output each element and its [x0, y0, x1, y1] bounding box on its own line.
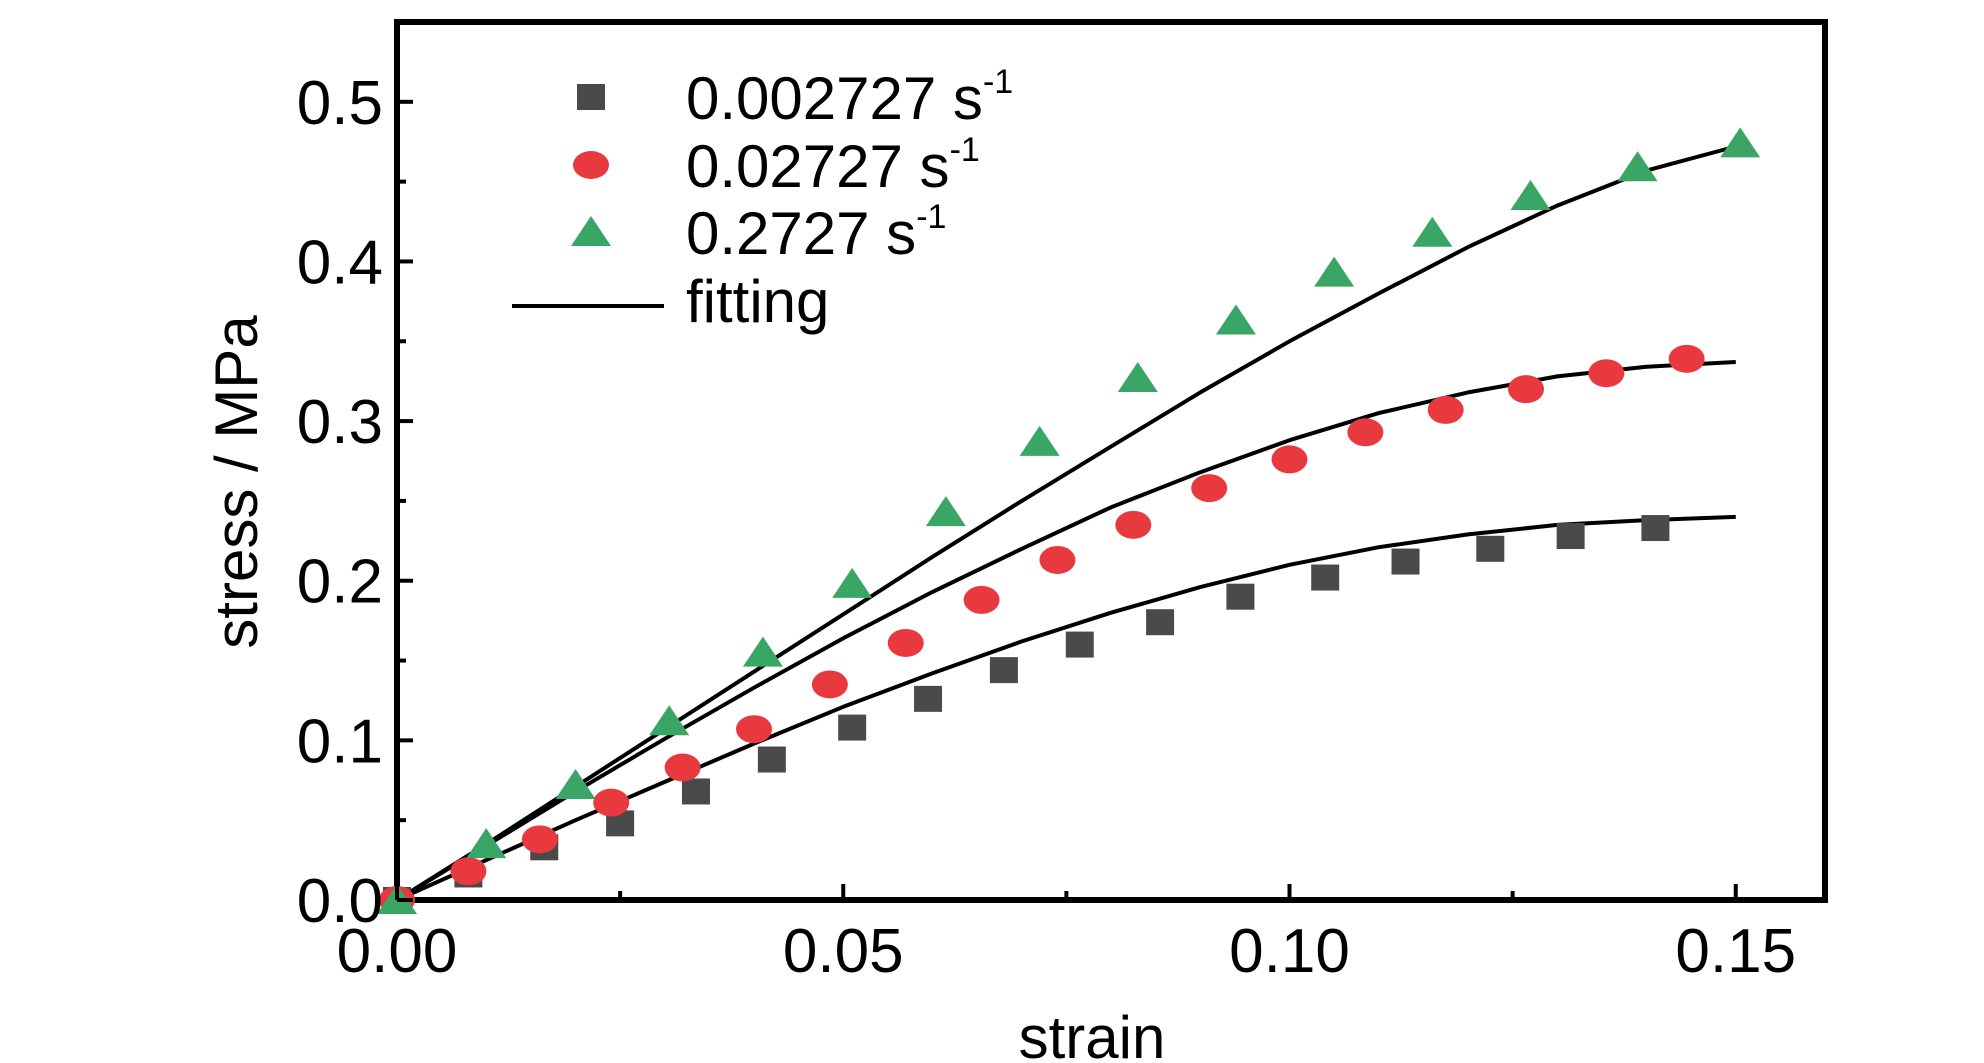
ellipse-data-point — [521, 825, 558, 854]
y-axis-title: stress / MPa — [203, 315, 270, 649]
legend-label: 0.02727 s-1 — [686, 131, 980, 200]
triangle-data-point — [649, 705, 690, 736]
fitting-curve — [396, 514, 1736, 902]
triangle-data-point — [1215, 304, 1256, 335]
square-data-point — [989, 657, 1018, 684]
triangle-data-point — [466, 828, 507, 859]
triangle-data-point — [742, 636, 783, 667]
plot-frame — [394, 19, 1828, 903]
ellipse-data-point — [1191, 474, 1228, 503]
ellipse-data-point — [1427, 395, 1464, 424]
ellipse-data-point — [1508, 375, 1545, 404]
x-tick-label: 0.10 — [1229, 917, 1350, 986]
legend-label-superscript: -1 — [916, 198, 946, 236]
x-tick-label: 0.00 — [337, 917, 458, 986]
ellipse-data-point — [1115, 510, 1152, 539]
square-data-point — [838, 714, 867, 741]
triangle-data-point — [1720, 127, 1761, 158]
triangle-data-point — [1019, 425, 1060, 456]
ellipse-data-point — [450, 857, 487, 886]
triangle-data-point — [1117, 361, 1158, 392]
ellipse-data-point — [664, 753, 701, 782]
ellipse-data-point — [1588, 359, 1625, 388]
square-data-point — [1641, 515, 1670, 542]
ellipse-data-point — [811, 670, 848, 699]
square-data-point — [1311, 564, 1340, 591]
ellipse-data-point — [1347, 418, 1384, 447]
ellipse-data-point — [736, 715, 772, 744]
square-data-point — [1065, 631, 1094, 658]
square-data-point — [914, 685, 943, 712]
ellipse-data-point — [1668, 344, 1705, 373]
triangle-data-point — [1510, 180, 1551, 211]
triangle-data-point — [832, 567, 873, 598]
y-tick-label: 0.3 — [297, 388, 383, 457]
axes: 0.00 0.05 0.10 0.15 0.0 0.1 0.2 0.3 0.4 0.5 — [297, 69, 1796, 986]
x-tick-label: 0.05 — [783, 917, 904, 986]
legend-label: fitting — [686, 268, 829, 335]
triangle-data-point — [925, 496, 966, 527]
ellipse-data-point — [963, 585, 1000, 614]
square-data-point — [1391, 548, 1420, 575]
legend-label-superscript: -1 — [950, 131, 980, 169]
x-axis-title: strain — [1019, 1004, 1166, 1063]
data-markers — [377, 127, 1761, 914]
y-tick-label: 0.0 — [297, 867, 383, 936]
square-data-point — [681, 778, 710, 805]
square-data-point — [757, 746, 786, 773]
legend-ellipse-swatch — [573, 151, 609, 179]
fitting-curve — [395, 144, 1737, 902]
ellipse-data-point — [1271, 445, 1308, 474]
triangle-data-point — [1617, 151, 1658, 182]
square-data-point — [1226, 583, 1255, 610]
square-data-point — [1146, 609, 1175, 636]
legend-label-superscript: -1 — [983, 63, 1013, 101]
x-tick-label: 0.15 — [1675, 917, 1796, 986]
fitting-curves — [395, 144, 1737, 902]
y-tick-label: 0.4 — [297, 228, 383, 297]
ellipse-data-point — [1039, 545, 1076, 574]
y-tick-label: 0.5 — [297, 69, 383, 138]
fitting-curve — [395, 360, 1736, 902]
triangle-data-point — [1412, 216, 1453, 247]
legend-label: 0.002727 s-1 — [686, 63, 1013, 132]
ellipse-data-point — [887, 628, 924, 657]
legend-square-swatch — [577, 84, 605, 110]
y-tick-label: 0.2 — [297, 548, 383, 617]
y-tick-label: 0.1 — [297, 707, 383, 776]
triangle-data-point — [1314, 256, 1355, 287]
square-data-point — [1556, 523, 1585, 550]
triangle-data-point — [555, 769, 596, 800]
legend-label: 0.2727 s-1 — [686, 198, 946, 267]
legend-triangle-swatch — [571, 216, 611, 246]
ellipse-data-point — [593, 788, 630, 817]
square-data-point — [1476, 535, 1505, 562]
